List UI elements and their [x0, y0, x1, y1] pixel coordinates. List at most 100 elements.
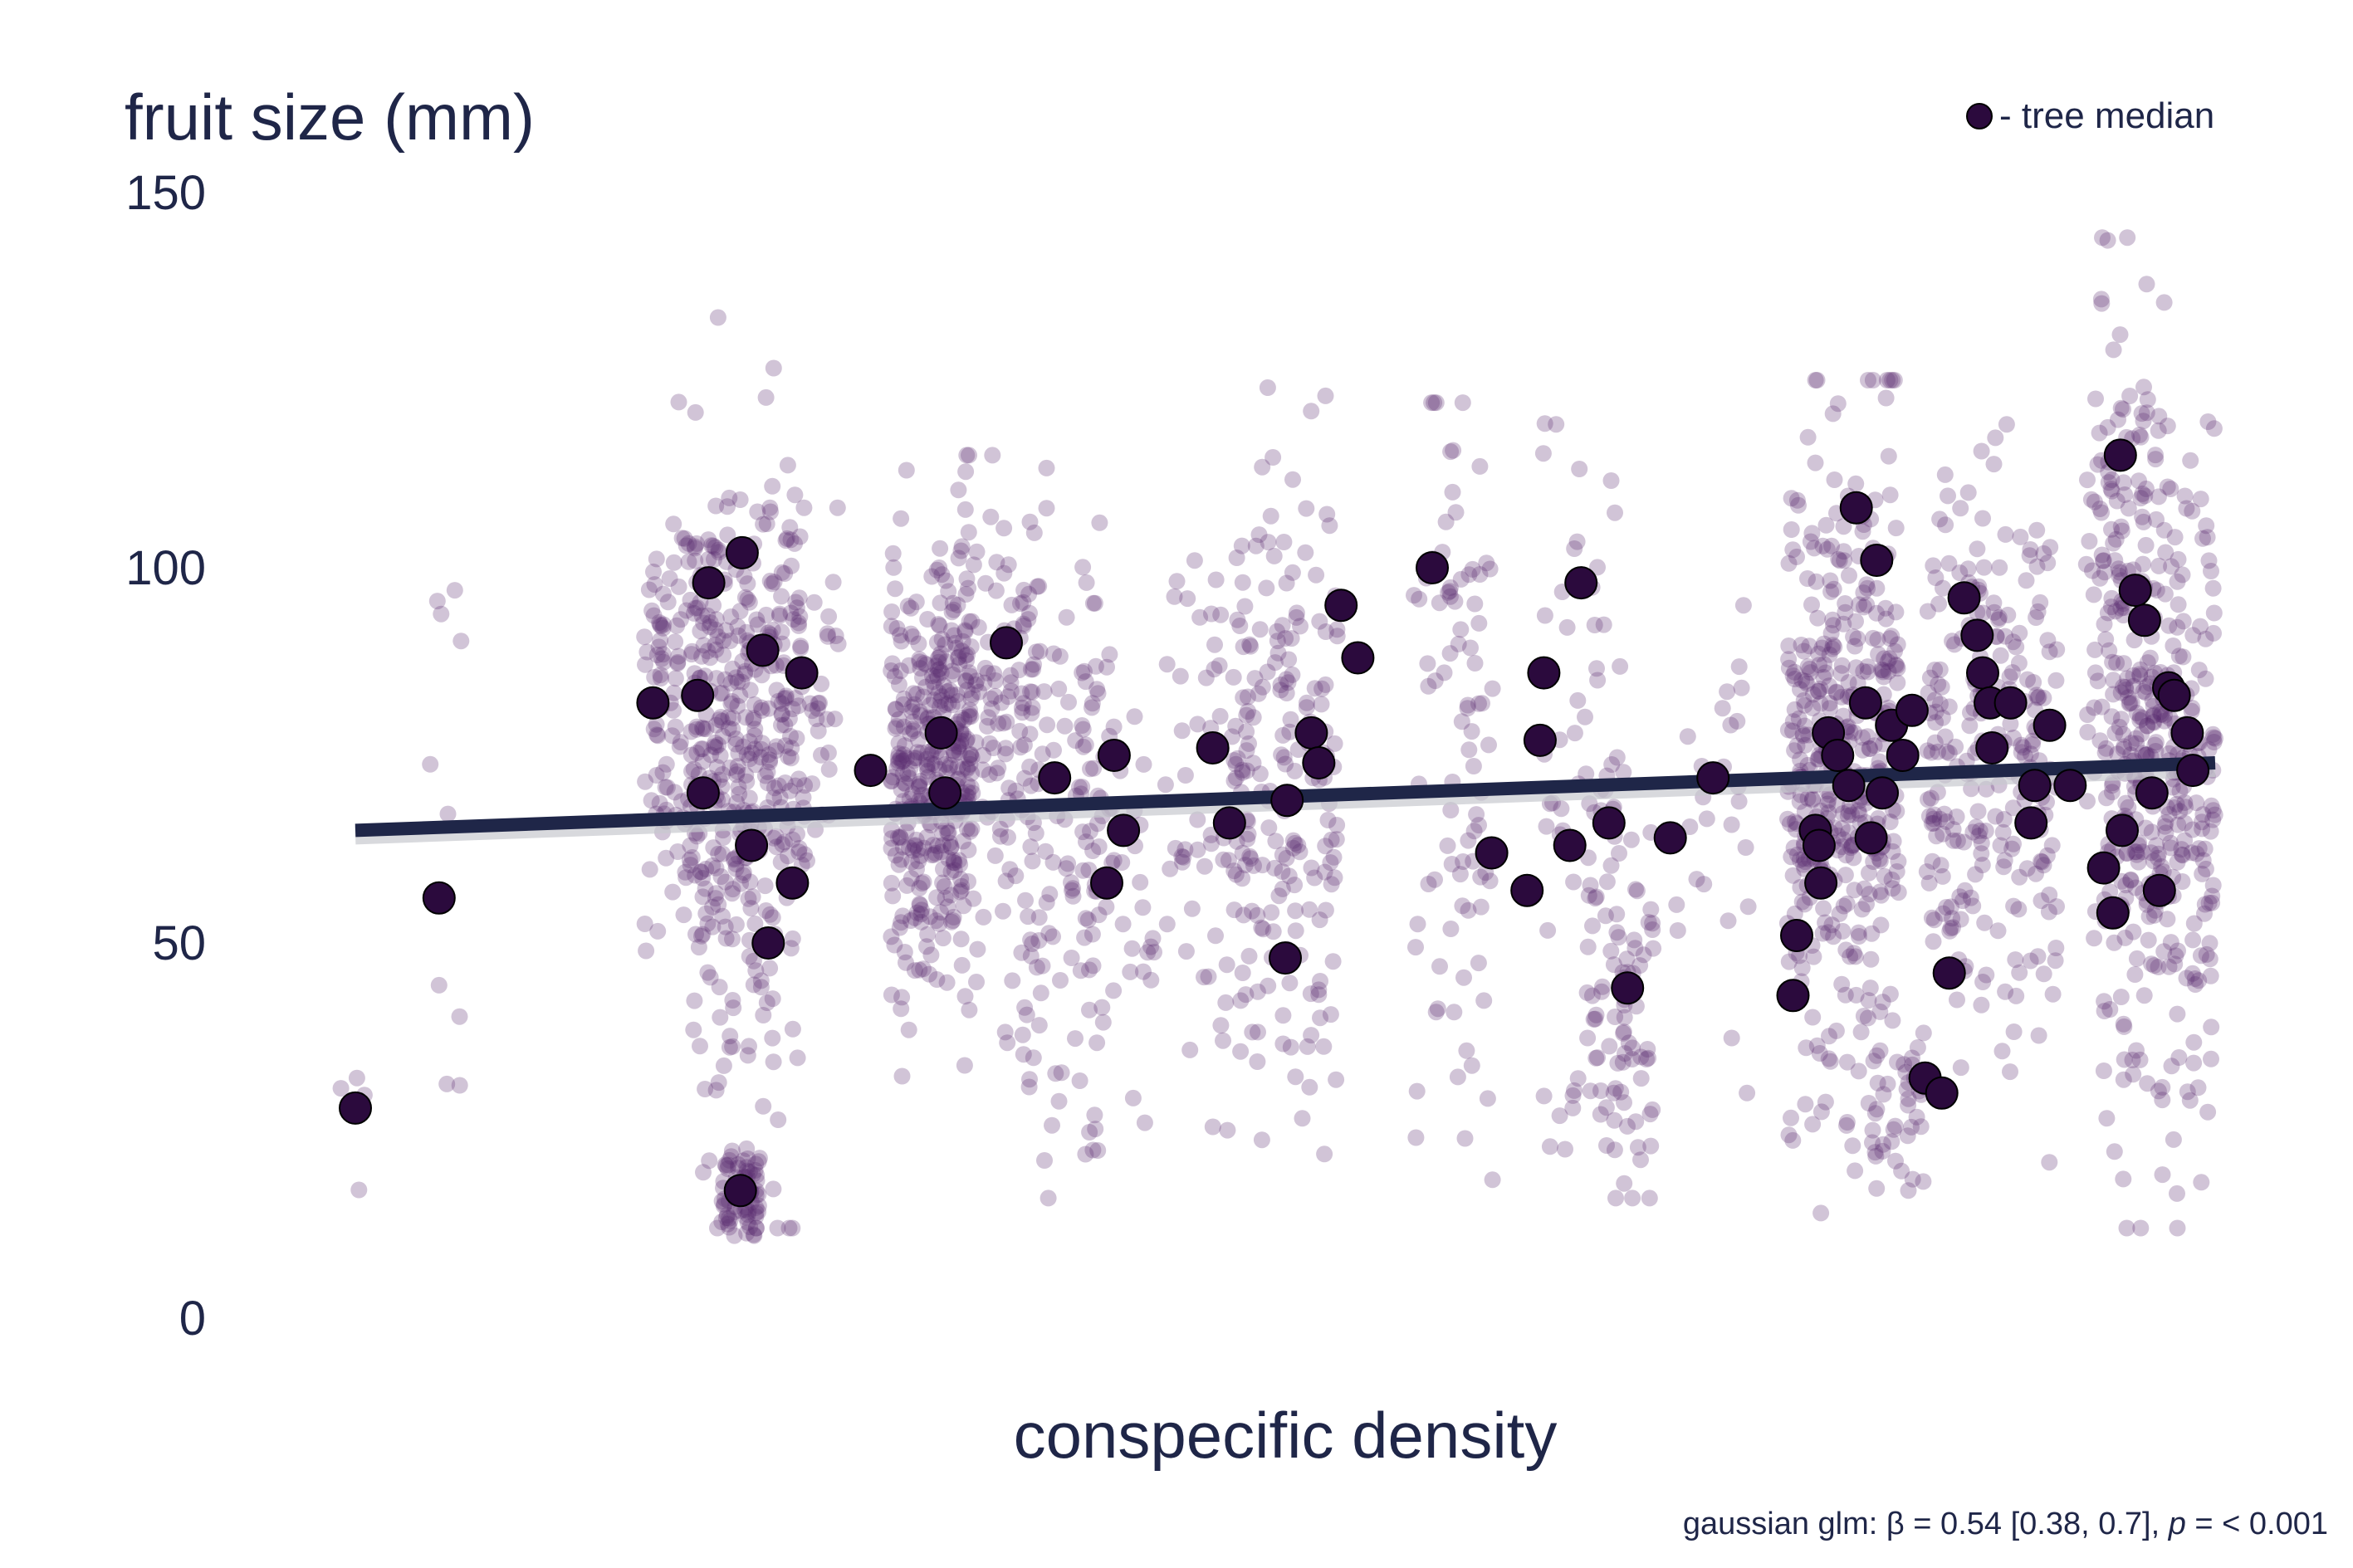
raw-point — [755, 1007, 772, 1023]
raw-point — [1730, 658, 1748, 676]
raw-point — [1640, 1049, 1657, 1067]
y-tick-label: 100 — [125, 541, 206, 595]
raw-point — [2101, 883, 2119, 901]
raw-points-layer — [332, 229, 2223, 1244]
raw-point — [1797, 1096, 1814, 1113]
raw-point — [422, 755, 439, 773]
raw-point — [1688, 871, 1705, 888]
raw-point — [715, 1197, 732, 1214]
raw-point — [1962, 704, 1979, 721]
raw-point — [1887, 603, 1905, 621]
raw-point — [1840, 823, 1857, 841]
raw-point — [680, 553, 697, 570]
raw-point — [1088, 681, 1106, 698]
raw-point — [1037, 843, 1054, 860]
raw-point — [1142, 938, 1160, 955]
raw-point — [1224, 728, 1240, 745]
raw-point — [1022, 777, 1040, 794]
raw-point — [890, 676, 907, 693]
raw-point — [1002, 682, 1020, 700]
raw-point — [1034, 745, 1051, 763]
raw-point — [747, 1219, 765, 1237]
raw-point — [1076, 662, 1093, 680]
raw-point — [1840, 803, 1857, 820]
raw-point — [955, 833, 971, 850]
raw-point — [2135, 513, 2152, 530]
raw-point — [2112, 399, 2130, 417]
raw-point — [2139, 1075, 2156, 1092]
raw-point — [2030, 688, 2047, 706]
raw-point — [2032, 593, 2049, 611]
raw-point — [1809, 682, 1827, 700]
raw-point — [990, 760, 1007, 777]
raw-point — [693, 607, 711, 624]
raw-point — [738, 746, 756, 764]
raw-point — [1063, 950, 1080, 966]
tree-median-point — [746, 633, 780, 667]
raw-point — [905, 722, 922, 740]
raw-point — [780, 1219, 798, 1237]
raw-point — [1790, 710, 1808, 727]
raw-point — [1013, 944, 1030, 961]
raw-point — [1930, 743, 1946, 760]
tree-median-point — [854, 754, 888, 788]
raw-point — [659, 593, 677, 611]
raw-point — [2096, 1003, 2113, 1019]
raw-point — [969, 940, 986, 958]
raw-point — [1084, 957, 1102, 975]
raw-point — [1179, 590, 1196, 608]
raw-point — [929, 838, 947, 855]
raw-point — [1859, 579, 1876, 597]
raw-point — [1627, 940, 1644, 957]
raw-point — [1263, 904, 1280, 921]
raw-point — [1849, 630, 1866, 647]
raw-point — [783, 557, 800, 574]
raw-point — [1030, 932, 1048, 949]
raw-point — [1478, 554, 1495, 572]
raw-point — [1274, 1035, 1292, 1053]
tree-median-point — [1839, 491, 1873, 525]
raw-point — [934, 837, 951, 854]
raw-point — [1973, 442, 1990, 460]
raw-point — [712, 868, 730, 885]
raw-point — [757, 902, 775, 919]
raw-point — [1641, 1189, 1658, 1207]
raw-point — [1027, 824, 1044, 842]
raw-point — [961, 823, 979, 840]
raw-point — [1328, 831, 1345, 848]
raw-point — [890, 745, 907, 762]
raw-point — [1030, 578, 1048, 595]
raw-point — [1582, 1082, 1599, 1100]
raw-point — [2138, 717, 2155, 735]
raw-point — [1784, 1131, 1802, 1149]
raw-point — [2035, 545, 2052, 562]
raw-point — [2170, 942, 2186, 960]
raw-point — [1310, 986, 1328, 1004]
raw-point — [917, 678, 935, 696]
raw-point — [766, 779, 783, 797]
tree-median-point — [1510, 873, 1544, 907]
raw-point — [2135, 413, 2152, 430]
raw-point — [1328, 1071, 1345, 1088]
raw-point — [1060, 693, 1077, 711]
raw-point — [1173, 848, 1191, 865]
raw-point — [2122, 872, 2140, 889]
raw-point — [1282, 1038, 1299, 1056]
raw-point — [1034, 957, 1051, 975]
raw-point — [2204, 887, 2221, 905]
raw-point — [664, 883, 682, 901]
raw-point — [2204, 877, 2222, 894]
raw-point — [1280, 651, 1298, 668]
raw-point — [1294, 1110, 1311, 1127]
raw-point — [332, 1080, 350, 1097]
raw-point — [944, 912, 961, 929]
raw-point — [1919, 603, 1936, 620]
raw-point — [1945, 832, 1962, 849]
raw-point — [776, 737, 794, 755]
raw-point — [933, 631, 951, 648]
raw-point — [1015, 695, 1032, 712]
raw-point — [2186, 970, 2204, 987]
raw-point — [1935, 579, 1951, 597]
raw-point — [2154, 1078, 2171, 1096]
raw-point — [730, 779, 747, 796]
